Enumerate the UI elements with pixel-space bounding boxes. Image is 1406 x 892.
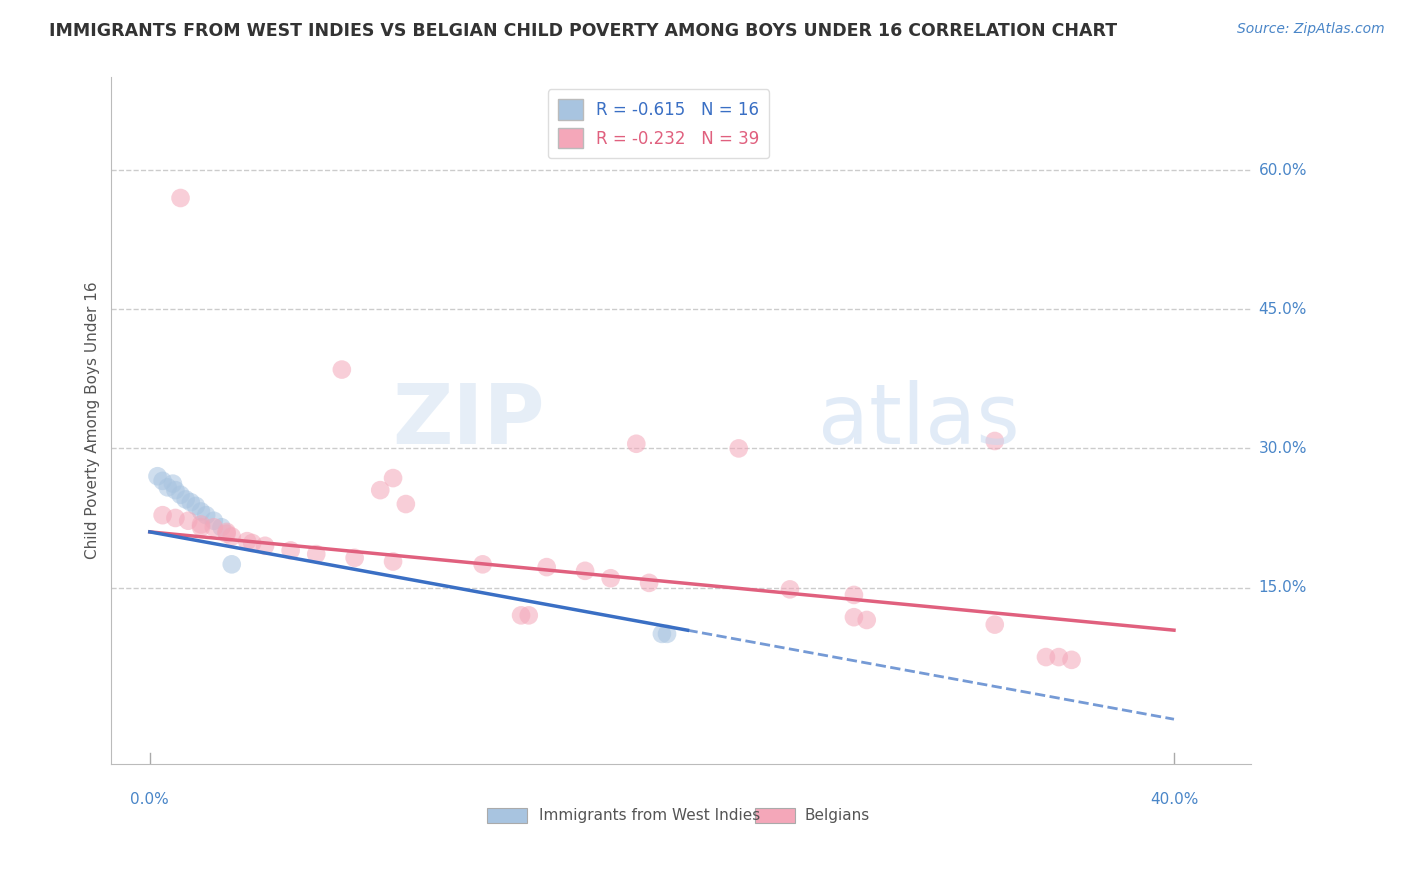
- Point: [169, 488, 191, 502]
- Point: [180, 495, 202, 509]
- Point: [655, 627, 678, 641]
- Point: [382, 555, 405, 569]
- Point: [984, 434, 1007, 448]
- Point: [1047, 650, 1070, 665]
- Text: 0.0%: 0.0%: [131, 791, 169, 806]
- Point: [236, 534, 259, 549]
- Text: 45.0%: 45.0%: [1258, 301, 1306, 317]
- Point: [152, 508, 174, 523]
- Point: [638, 575, 661, 590]
- Text: Immigrants from West Indies: Immigrants from West Indies: [538, 807, 759, 822]
- Point: [177, 514, 200, 528]
- Point: [280, 543, 302, 558]
- Point: [202, 520, 225, 534]
- Point: [626, 436, 648, 450]
- Point: [165, 483, 187, 497]
- Point: [842, 610, 865, 624]
- Point: [195, 508, 218, 523]
- Text: Source: ZipAtlas.com: Source: ZipAtlas.com: [1237, 22, 1385, 37]
- Point: [190, 504, 212, 518]
- Point: [574, 564, 596, 578]
- Y-axis label: Child Poverty Among Boys Under 16: Child Poverty Among Boys Under 16: [86, 282, 100, 559]
- Point: [190, 520, 212, 534]
- Point: [305, 547, 328, 561]
- Point: [651, 627, 673, 641]
- Point: [984, 617, 1007, 632]
- Text: 40.0%: 40.0%: [1150, 791, 1198, 806]
- Point: [184, 499, 207, 513]
- Point: [169, 191, 191, 205]
- Point: [240, 536, 263, 550]
- Point: [156, 480, 179, 494]
- Text: IMMIGRANTS FROM WEST INDIES VS BELGIAN CHILD POVERTY AMONG BOYS UNDER 16 CORRELA: IMMIGRANTS FROM WEST INDIES VS BELGIAN C…: [49, 22, 1118, 40]
- Text: 60.0%: 60.0%: [1258, 162, 1308, 178]
- Point: [254, 539, 277, 553]
- Point: [215, 524, 238, 539]
- Point: [215, 526, 238, 541]
- Point: [1035, 650, 1057, 665]
- Point: [202, 514, 225, 528]
- Point: [855, 613, 877, 627]
- Point: [842, 588, 865, 602]
- Point: [162, 476, 184, 491]
- Point: [343, 550, 366, 565]
- Point: [382, 471, 405, 485]
- Text: Belgians: Belgians: [804, 807, 869, 822]
- Point: [174, 492, 197, 507]
- Text: atlas: atlas: [818, 380, 1019, 461]
- Point: [221, 529, 243, 543]
- Point: [368, 483, 391, 497]
- FancyBboxPatch shape: [755, 808, 794, 823]
- Point: [146, 469, 169, 483]
- Point: [599, 571, 621, 585]
- Point: [190, 517, 212, 532]
- Point: [779, 582, 801, 597]
- Point: [536, 560, 558, 574]
- FancyBboxPatch shape: [488, 808, 527, 823]
- Point: [517, 608, 540, 623]
- Text: 30.0%: 30.0%: [1258, 441, 1308, 456]
- Point: [211, 520, 233, 534]
- Text: 15.0%: 15.0%: [1258, 580, 1306, 595]
- Legend: R = -0.615   N = 16, R = -0.232   N = 39: R = -0.615 N = 16, R = -0.232 N = 39: [547, 89, 769, 158]
- Text: ZIP: ZIP: [392, 380, 544, 461]
- Point: [165, 511, 187, 525]
- Point: [510, 608, 533, 623]
- Point: [395, 497, 418, 511]
- Point: [221, 558, 243, 572]
- Point: [330, 362, 353, 376]
- Point: [152, 474, 174, 488]
- Point: [727, 442, 749, 456]
- Point: [1060, 653, 1083, 667]
- Point: [471, 558, 494, 572]
